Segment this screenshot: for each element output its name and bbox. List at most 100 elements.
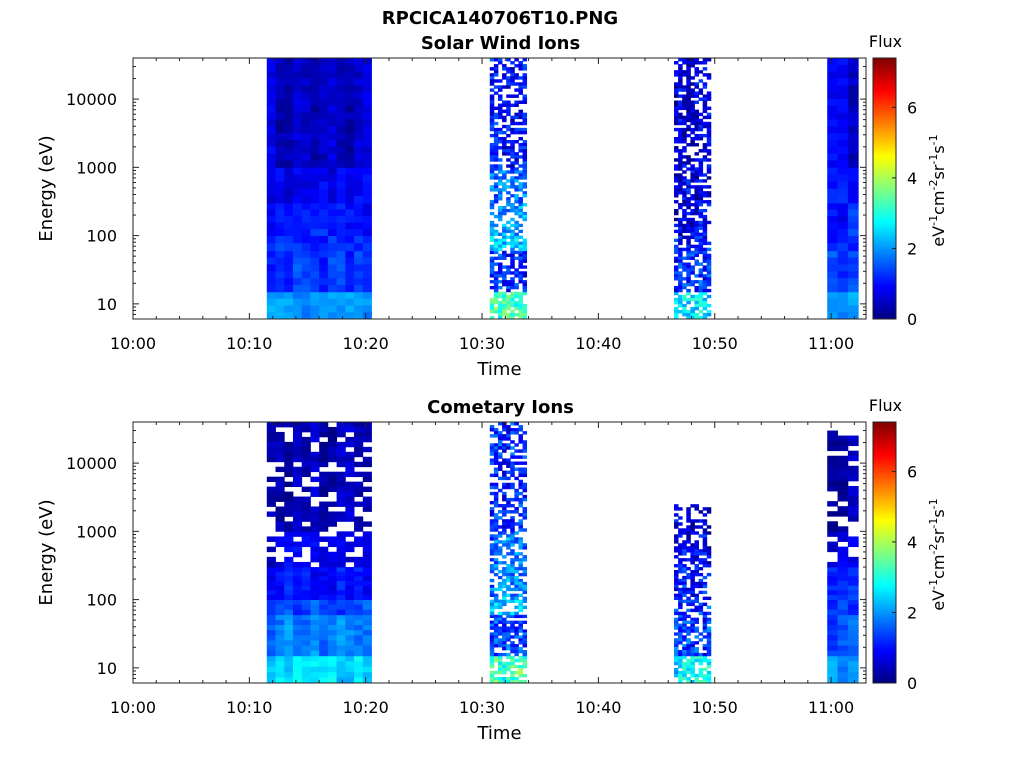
heatmap-cell [310,590,320,596]
colorbar-segment [873,680,896,684]
heatmap-cell [275,491,285,497]
heatmap-cell [497,315,503,320]
heatmap-cell [493,626,499,630]
heatmap-cell [489,670,495,675]
heatmap-cell [522,247,528,252]
heatmap-cell [827,594,838,600]
colorbar-segment [873,290,896,294]
heatmap-cell [284,140,294,148]
heatmap-cell [354,650,364,657]
heatmap-cell [275,635,285,641]
heatmap-cell [497,179,503,183]
heatmap-cell [489,58,495,62]
heatmap-cell [506,164,511,168]
heatmap-cell [497,112,503,117]
heatmap-cell [686,197,691,201]
heatmap-cell [694,564,699,568]
heatmap-cell [702,149,708,153]
heatmap-cell [674,211,679,216]
heatmap-cell [266,609,276,616]
heatmap-cell [354,625,364,631]
heatmap-cell [518,64,523,68]
heatmap-cell [362,305,372,313]
heatmap-cell [319,546,329,553]
heatmap-cell [266,153,276,161]
heatmap-cell [678,558,683,562]
heatmap-cell [706,510,712,514]
heatmap-cell [502,543,507,547]
heatmap-cell [686,652,691,657]
heatmap-cell [510,315,515,320]
heatmap-cell [706,652,712,657]
heatmap-cell [702,280,708,284]
heatmap-cell [674,106,679,111]
heatmap-cell [301,561,311,568]
heatmap-cell [493,200,499,204]
heatmap-cell [518,100,523,104]
colorbar-label: eV-1cm-2sr-1s-1 [927,134,948,246]
heatmap-cell [489,605,495,610]
heatmap-cell [690,590,695,595]
heatmap-cell [514,176,519,180]
heatmap-cell [694,82,699,86]
heatmap-cell [686,315,691,320]
colorbar-label-exponent: -1 [927,579,940,590]
heatmap-cell [310,556,320,563]
heatmap-cell [319,599,329,606]
heatmap-cell [510,247,515,252]
colorbar-tick-label: 4 [907,169,917,188]
heatmap-cell [301,511,311,517]
heatmap-cell [686,112,691,117]
heatmap-cell [489,211,495,216]
heatmap-cell [694,507,699,511]
heatmap-cell [310,567,320,573]
heatmap-cell [327,561,338,568]
heatmap-cell [827,666,838,673]
heatmap-cell [497,476,503,481]
colorbar-segment [873,147,896,150]
heatmap-cell [301,99,311,107]
heatmap-cell [319,625,329,631]
heatmap-cell [518,315,523,320]
heatmap-cell [362,298,372,306]
heatmap-cell [284,677,294,684]
heatmap-cell [362,222,372,230]
heatmap-cell [310,78,320,86]
heatmap-cell [502,528,507,532]
heatmap-cell [674,564,679,568]
heatmap-cell [682,256,687,260]
colorbar-segment [873,249,896,253]
heatmap-cell [690,312,695,317]
heatmap-cell [686,244,691,249]
heatmap-cell [698,226,704,231]
heatmap-cell [514,312,519,317]
colorbar-segment [873,465,896,469]
heatmap-cell [319,426,329,433]
heatmap-cell [301,146,311,155]
heatmap-cell [682,649,687,654]
heatmap-cell [827,585,838,591]
heatmap-cell [837,567,849,573]
heatmap-cell [510,575,515,580]
heatmap-cell [319,609,329,616]
heatmap-cell [522,140,528,144]
heatmap-cell [301,516,311,522]
heatmap-cell [694,188,699,192]
heatmap-cell [702,103,708,107]
heatmap-cell [682,661,687,666]
heatmap-cell [301,426,311,433]
heatmap-cell [510,103,515,107]
heatmap-cell [686,109,691,114]
heatmap-cell [678,140,683,144]
heatmap-cell [514,647,519,651]
heatmap-cell [345,496,355,502]
data-block [827,58,859,320]
heatmap-cell [706,635,712,639]
heatmap-cell [510,596,515,600]
heatmap-cell [275,195,285,204]
heatmap-cell [292,666,303,673]
heatmap-cell [690,297,695,302]
heatmap-cell [493,534,499,538]
heatmap-cell [686,667,691,672]
heatmap-cell [686,94,691,98]
